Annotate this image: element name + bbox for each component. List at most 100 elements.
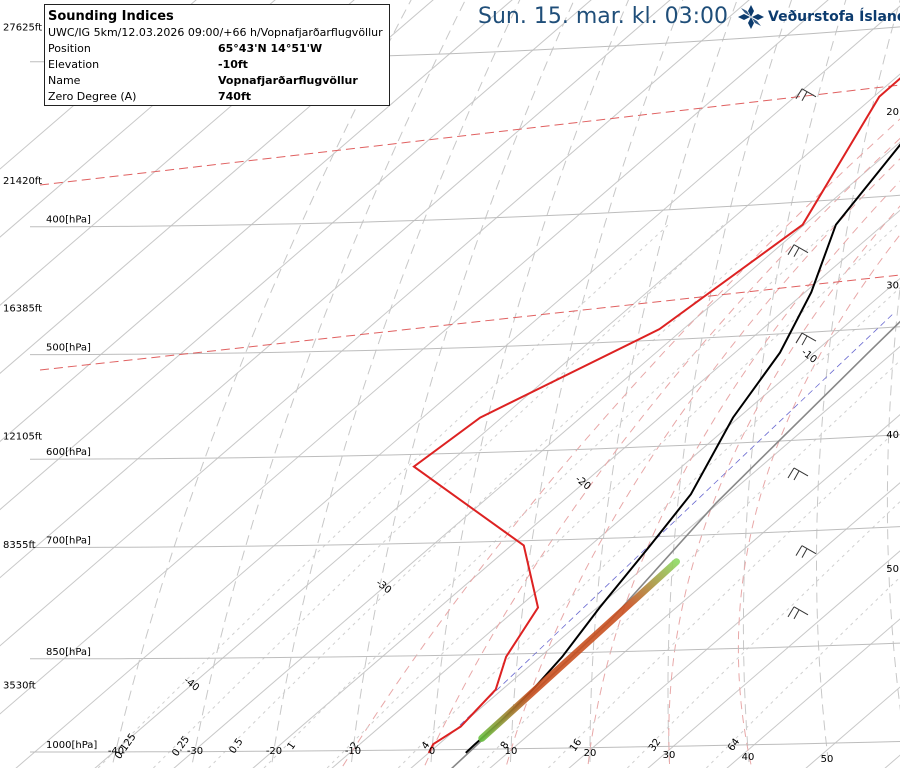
temperature-tick-label: -40 bbox=[108, 746, 124, 757]
moist-adiabat-line bbox=[668, 205, 900, 768]
mixing-ratio-line bbox=[263, 224, 835, 768]
info-key: Zero Degree (A) bbox=[48, 90, 137, 103]
isobar-line bbox=[30, 194, 900, 228]
pressure-tick-label: 1000[hPa] bbox=[46, 740, 97, 751]
mixing-ratio-label: 2 bbox=[349, 740, 362, 752]
dry-adiabat-line bbox=[589, 0, 738, 768]
wind-barb-icon bbox=[787, 244, 809, 257]
moist-adiabat-line bbox=[587, 180, 900, 768]
height-tick-label: 8355ft bbox=[3, 540, 36, 551]
pressure-tick-label: 600[hPa] bbox=[46, 447, 91, 458]
moist-adiabat-line bbox=[505, 158, 900, 768]
isotherm-line bbox=[331, 277, 900, 768]
isobar-line bbox=[29, 434, 900, 460]
info-row: Elevation -10ft bbox=[48, 58, 358, 74]
snowflake-icon bbox=[738, 5, 764, 29]
isotherm-line bbox=[173, 141, 900, 768]
pressure-tick-label: 850[hPa] bbox=[46, 647, 91, 658]
height-tick-label: 12105ft bbox=[3, 432, 42, 443]
dry-adiabat-line bbox=[667, 0, 793, 768]
info-key: Name bbox=[48, 74, 81, 87]
isotherm-line bbox=[15, 5, 900, 768]
mixing-ratio-label: 1 bbox=[286, 740, 299, 752]
mixing-ratio-line bbox=[152, 224, 725, 768]
mixing-ratio-label: 0.5 bbox=[227, 737, 245, 756]
wind-barb-icon bbox=[787, 467, 809, 481]
wind-barb-icon bbox=[795, 545, 817, 558]
dry-adiabat-line bbox=[509, 0, 684, 768]
isobar-line bbox=[30, 526, 900, 548]
info-row: Position 65°43'N 14°51'W bbox=[48, 42, 358, 58]
info-key: Elevation bbox=[48, 58, 100, 71]
info-key: Position bbox=[48, 42, 91, 55]
right-axis-tick-label: 30 bbox=[886, 281, 899, 292]
mixing-ratio-line bbox=[626, 500, 900, 768]
height-tick-label: 3530ft bbox=[3, 680, 36, 691]
right-axis-tick-label: 50 bbox=[886, 564, 899, 575]
logo: Veðurstofa Íslands bbox=[738, 5, 900, 29]
isobar-line bbox=[30, 642, 900, 660]
chart-title: Sun. 15. mar. kl. 03:00 bbox=[478, 4, 728, 29]
moist-adiabat-line bbox=[341, 118, 900, 768]
isotherm-line bbox=[94, 73, 900, 768]
info-title: Sounding Indices bbox=[48, 9, 174, 24]
lifted-band-line bbox=[478, 558, 680, 742]
height-tick-label: 21420ft bbox=[3, 176, 42, 187]
mixing-ratio-line bbox=[547, 426, 900, 768]
logo-text: Veðurstofa Íslands bbox=[768, 9, 900, 25]
mixing-ratio-label: 4 bbox=[420, 740, 433, 752]
mixing-ratio-line bbox=[397, 287, 900, 768]
wind-barb-icon bbox=[795, 332, 817, 346]
isotherm-line bbox=[805, 686, 900, 768]
info-subtitle: UWC/IG 5km/12.03.2026 09:00/+66 h/Vopnaf… bbox=[48, 26, 383, 39]
info-value: Vopnafjarðarflugvöllur bbox=[218, 74, 358, 87]
dewpoint-curve bbox=[412, 77, 900, 754]
temperature-tick-label: 0 bbox=[429, 746, 435, 757]
info-value: 740ft bbox=[218, 90, 252, 103]
pressure-tick-label: 700[hPa] bbox=[46, 536, 91, 547]
height-tick-label: 27625ft bbox=[3, 22, 42, 33]
parcel-curve bbox=[450, 320, 900, 768]
mixing-ratio-label: 16 bbox=[568, 737, 584, 754]
mixing-ratio-label: 8 bbox=[499, 740, 512, 752]
mixing-ratio-line bbox=[326, 224, 898, 768]
mixing-ratio-line bbox=[208, 224, 780, 768]
reference-dashed-line bbox=[39, 274, 900, 371]
dry-adiabat-line bbox=[270, 0, 521, 768]
isobar-line bbox=[30, 326, 900, 356]
isotherm-line bbox=[252, 209, 900, 768]
mixing-ratio-line bbox=[705, 576, 900, 768]
dry-adiabat-line bbox=[350, 0, 575, 768]
temperature-curve bbox=[465, 143, 900, 754]
isotherm-line bbox=[568, 482, 900, 768]
mixing-ratio-line bbox=[476, 360, 900, 768]
right-axis-tick-label: 40 bbox=[886, 430, 899, 441]
info-row: Zero Degree (A) 740ft bbox=[48, 90, 358, 106]
isotherm-line bbox=[410, 345, 900, 768]
mixing-ratio-label: 64 bbox=[726, 737, 742, 754]
moist-adiabat-line bbox=[423, 137, 900, 768]
info-row: Name Vopnafjarðarflugvöllur bbox=[48, 74, 358, 90]
pressure-tick-label: 500[hPa] bbox=[46, 343, 91, 354]
right-axis-tick-label: 20 bbox=[886, 107, 899, 118]
isobar-line bbox=[30, 741, 900, 753]
temperature-tick-label: -20 bbox=[266, 746, 282, 757]
wind-barb-icon bbox=[787, 606, 809, 620]
moist-adiabat-line bbox=[737, 233, 900, 768]
temperature-tick-label: -30 bbox=[187, 746, 203, 757]
dry-adiabat-line bbox=[742, 0, 847, 768]
info-table: Position 65°43'N 14°51'W Elevation -10ft… bbox=[48, 42, 358, 106]
temperature-tick-label: 30 bbox=[663, 750, 676, 761]
sounding-indices-box: Sounding Indices UWC/IG 5km/12.03.2026 0… bbox=[44, 4, 390, 106]
wind-barb-icon bbox=[795, 88, 817, 102]
